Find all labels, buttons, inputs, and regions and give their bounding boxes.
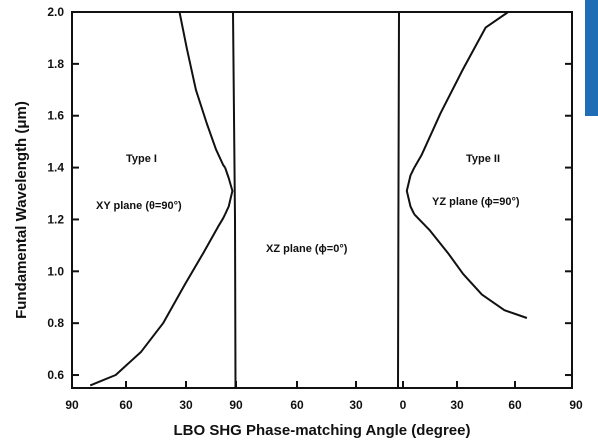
curve-6 xyxy=(405,167,416,215)
x-tick-label: 90 xyxy=(229,398,243,412)
curve-7 xyxy=(413,11,531,169)
x-tick-label: 60 xyxy=(119,398,133,412)
y-tick-label: 2.0 xyxy=(47,5,64,19)
curve-4 xyxy=(232,11,237,389)
y-axis-ticks: 0.6 0.8 1.0 1.2 1.4 1.6 1.8 2.0 xyxy=(47,5,572,382)
x-axis-title: LBO SHG Phase-matching Angle (degree) xyxy=(174,422,471,439)
xz-plane-label: XZ plane (ϕ=0°) xyxy=(266,243,348,255)
plot-frame xyxy=(71,11,573,389)
curve-1 xyxy=(89,213,226,387)
x-tick-label: 30 xyxy=(349,398,363,412)
x-tick-label: 90 xyxy=(65,398,79,412)
x-tick-label: 30 xyxy=(179,398,193,412)
curves xyxy=(89,11,531,389)
y-tick-label: 1.6 xyxy=(47,109,64,123)
y-tick-label: 1.2 xyxy=(47,212,64,226)
x-tick-label: 30 xyxy=(450,398,464,412)
curve-8 xyxy=(413,213,528,319)
curve-5 xyxy=(397,11,400,389)
yz-plane-label: YZ plane (ϕ=90°) xyxy=(432,196,520,208)
type-1-label: Type I xyxy=(126,153,157,165)
y-axis-title: Fundamental Wavelength (μm) xyxy=(13,101,30,319)
curve-2 xyxy=(178,11,226,169)
curve-3 xyxy=(224,167,234,215)
blue-side-bar xyxy=(585,0,598,116)
y-tick-label: 1.4 xyxy=(47,161,64,175)
x-tick-label: 0 xyxy=(400,398,407,412)
y-tick-label: 0.6 xyxy=(47,368,64,382)
xy-plane-label: XY plane (θ=90°) xyxy=(96,200,182,212)
x-tick-label: 60 xyxy=(290,398,304,412)
x-axis-ticks: 90 60 30 90 60 30 0 30 60 90 xyxy=(65,381,583,412)
y-tick-label: 1.0 xyxy=(47,264,64,278)
x-tick-label: 90 xyxy=(569,398,583,412)
y-tick-label: 0.8 xyxy=(47,316,64,330)
x-tick-label: 60 xyxy=(508,398,522,412)
type-2-label: Type II xyxy=(466,153,500,165)
y-tick-label: 1.8 xyxy=(47,57,64,71)
